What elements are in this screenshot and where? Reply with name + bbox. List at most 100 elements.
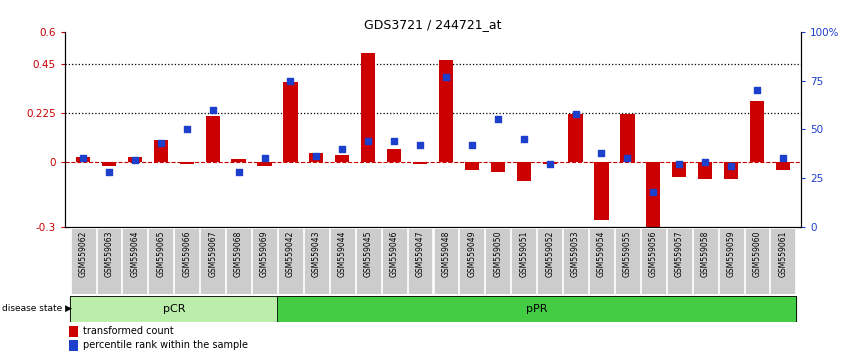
Text: GSM559054: GSM559054 [597, 230, 606, 277]
FancyBboxPatch shape [277, 296, 796, 322]
Text: GSM559068: GSM559068 [234, 230, 243, 277]
FancyBboxPatch shape [615, 228, 640, 294]
Text: GSM559046: GSM559046 [390, 230, 398, 277]
Bar [646, 162, 661, 227]
FancyBboxPatch shape [330, 228, 355, 294]
FancyBboxPatch shape [563, 228, 588, 294]
Point [128, 158, 142, 163]
Point [595, 150, 609, 155]
FancyBboxPatch shape [382, 228, 406, 294]
Bar [335, 155, 349, 162]
Point [465, 142, 479, 148]
Text: GSM559050: GSM559050 [494, 230, 502, 277]
Text: GSM559067: GSM559067 [208, 230, 217, 277]
Text: GSM559060: GSM559060 [753, 230, 761, 277]
FancyBboxPatch shape [667, 228, 692, 294]
FancyBboxPatch shape [200, 228, 225, 294]
Point [698, 160, 712, 165]
Bar [750, 101, 764, 162]
Bar [309, 153, 324, 162]
Text: GSM559045: GSM559045 [364, 230, 372, 277]
FancyBboxPatch shape [485, 228, 510, 294]
Text: percentile rank within the sample: percentile rank within the sample [83, 341, 249, 350]
Bar [257, 162, 272, 166]
Point [569, 111, 583, 116]
Text: GSM559061: GSM559061 [779, 230, 787, 277]
Point [646, 189, 660, 194]
Point [413, 142, 427, 148]
FancyBboxPatch shape [460, 228, 484, 294]
FancyBboxPatch shape [174, 228, 199, 294]
Bar [517, 162, 531, 181]
Title: GDS3721 / 244721_at: GDS3721 / 244721_at [365, 18, 501, 31]
Point [620, 156, 634, 161]
FancyBboxPatch shape [97, 228, 121, 294]
FancyBboxPatch shape [511, 228, 536, 294]
Point [335, 146, 349, 152]
Point [283, 78, 297, 84]
FancyBboxPatch shape [148, 228, 173, 294]
FancyBboxPatch shape [71, 228, 95, 294]
Point [543, 161, 557, 167]
Bar [465, 162, 479, 170]
Bar [672, 162, 687, 177]
Bar [102, 162, 116, 166]
Point [206, 107, 220, 113]
Text: GSM559049: GSM559049 [468, 230, 476, 277]
Text: GSM559062: GSM559062 [79, 230, 87, 277]
FancyBboxPatch shape [641, 228, 666, 294]
Point [257, 156, 271, 161]
Text: GSM559047: GSM559047 [416, 230, 424, 277]
Text: GSM559065: GSM559065 [157, 230, 165, 277]
Bar [205, 116, 220, 162]
Text: GSM559048: GSM559048 [442, 230, 450, 277]
Text: GSM559044: GSM559044 [338, 230, 346, 277]
Text: GSM559066: GSM559066 [182, 230, 191, 277]
FancyBboxPatch shape [304, 228, 329, 294]
Point [154, 140, 168, 146]
FancyBboxPatch shape [771, 228, 795, 294]
Point [361, 138, 375, 144]
FancyBboxPatch shape [434, 228, 458, 294]
Bar [594, 162, 609, 220]
Text: disease state ▶: disease state ▶ [2, 304, 72, 313]
Text: GSM559057: GSM559057 [675, 230, 684, 277]
Point [491, 117, 505, 122]
Text: GSM559052: GSM559052 [545, 230, 554, 277]
Bar [387, 149, 401, 162]
Text: GSM559043: GSM559043 [312, 230, 321, 277]
FancyBboxPatch shape [70, 296, 277, 322]
Bar [439, 60, 453, 162]
Point [776, 156, 790, 161]
Point [102, 169, 116, 175]
Text: GSM559042: GSM559042 [286, 230, 295, 277]
FancyBboxPatch shape [70, 296, 796, 322]
Bar [620, 114, 635, 162]
Bar [76, 157, 90, 162]
Text: GSM559055: GSM559055 [623, 230, 632, 277]
Bar [491, 162, 505, 172]
Point [439, 74, 453, 80]
Text: GSM559053: GSM559053 [571, 230, 580, 277]
Bar [128, 157, 142, 162]
Text: pCR: pCR [163, 304, 185, 314]
Text: GSM559051: GSM559051 [520, 230, 528, 277]
Text: GSM559059: GSM559059 [727, 230, 735, 277]
Bar [542, 162, 557, 164]
FancyBboxPatch shape [693, 228, 718, 294]
Point [180, 126, 194, 132]
Bar [283, 82, 298, 162]
Text: GSM559064: GSM559064 [131, 230, 139, 277]
Bar [68, 326, 78, 337]
FancyBboxPatch shape [356, 228, 381, 294]
Point [387, 138, 401, 144]
Point [309, 154, 323, 159]
Point [232, 169, 246, 175]
Bar [361, 53, 375, 162]
Text: GSM559058: GSM559058 [701, 230, 709, 277]
Bar [724, 162, 738, 179]
Point [724, 164, 738, 169]
Point [672, 161, 686, 167]
FancyBboxPatch shape [719, 228, 744, 294]
FancyBboxPatch shape [589, 228, 614, 294]
